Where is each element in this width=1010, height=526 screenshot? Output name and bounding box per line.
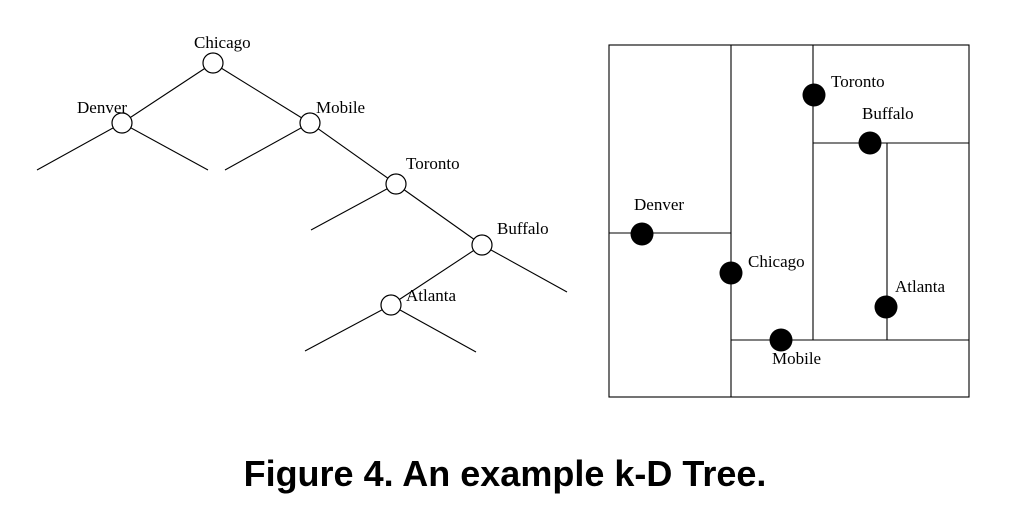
- tree-node-buffalo: [471, 234, 493, 256]
- edge-mobile-left-leaf: [224, 122, 311, 171]
- tree-label-toronto: Toronto: [406, 154, 460, 173]
- point-mobile: [769, 328, 793, 352]
- edge-buffalo-atlanta: [390, 244, 483, 306]
- tree-node-toronto: [385, 173, 407, 195]
- point-atlanta: [874, 295, 898, 319]
- edge-mobile-toronto: [309, 122, 397, 185]
- tree-label-denver: Denver: [77, 98, 127, 117]
- partition-boundary: [608, 44, 970, 398]
- tree-node-denver: [111, 112, 133, 134]
- tree-node-chicago: [202, 52, 224, 74]
- partition-label-buffalo: Buffalo: [862, 104, 914, 123]
- tree-label-atlanta: Atlanta: [406, 286, 456, 305]
- edge-chicago-mobile: [212, 62, 311, 124]
- partition-label-toronto: Toronto: [831, 72, 885, 91]
- partition-label-mobile: Mobile: [772, 349, 821, 368]
- kd-partition-diagram: Toronto Buffalo Denver Chicago Atlanta M…: [608, 44, 970, 398]
- edge-toronto-left-leaf: [310, 183, 397, 231]
- partition-label-denver: Denver: [634, 195, 684, 214]
- edge-denver-right-leaf: [121, 122, 209, 171]
- edge-buffalo-right-leaf: [481, 244, 568, 293]
- figure-caption: Figure 4. An example k-D Tree.: [244, 453, 767, 494]
- kd-tree-diagram: Chicago Denver Mobile Toronto Buffalo At…: [36, 33, 568, 353]
- point-denver: [630, 222, 654, 246]
- tree-node-mobile: [299, 112, 321, 134]
- partition-label-atlanta: Atlanta: [895, 277, 945, 296]
- partition-label-chicago: Chicago: [748, 252, 805, 271]
- edge-atlanta-left-leaf: [304, 304, 392, 352]
- edge-chicago-denver: [121, 62, 214, 124]
- tree-label-chicago: Chicago: [194, 33, 251, 52]
- tree-label-buffalo: Buffalo: [497, 219, 549, 238]
- edge-atlanta-right-leaf: [390, 304, 477, 353]
- tree-label-mobile: Mobile: [316, 98, 365, 117]
- tree-node-atlanta: [380, 294, 402, 316]
- point-toronto: [802, 83, 826, 107]
- point-chicago: [719, 261, 743, 285]
- edge-denver-left-leaf: [36, 122, 123, 171]
- point-buffalo: [858, 131, 882, 155]
- edge-toronto-buffalo: [395, 183, 483, 246]
